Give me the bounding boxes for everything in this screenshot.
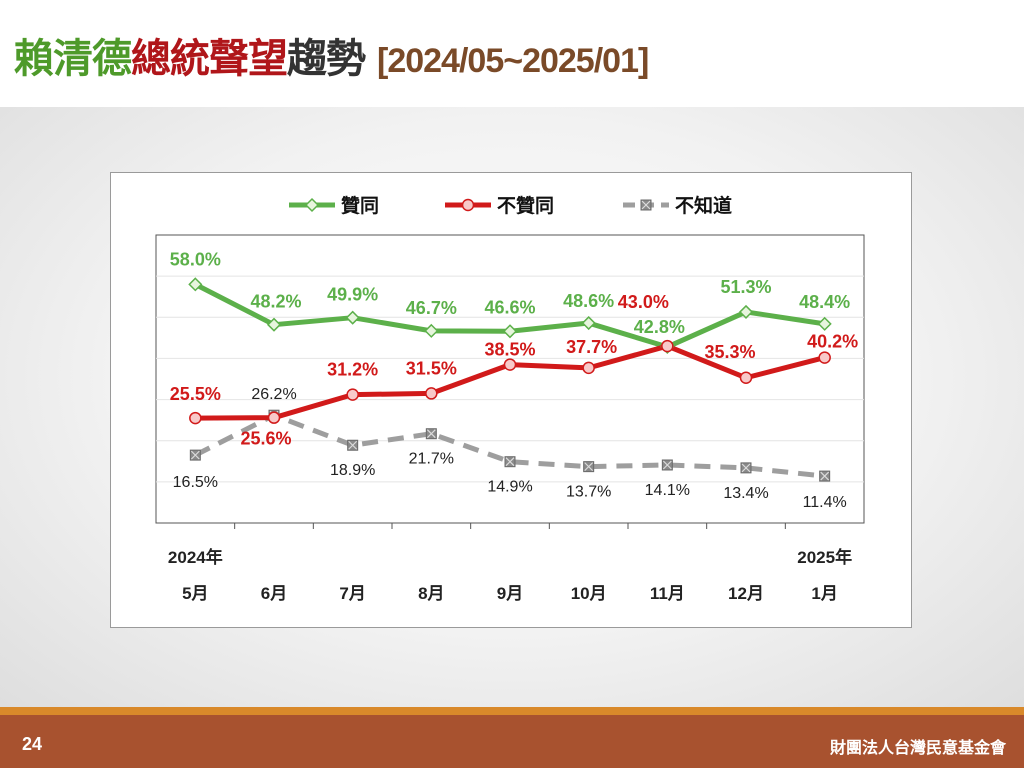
data-label: 11.4%	[803, 494, 847, 511]
title-date-range: [2024/05~2025/01]	[377, 42, 649, 80]
data-point-cross	[348, 440, 358, 450]
title-name: 賴清德	[14, 36, 132, 82]
line-chart: 5月 6月 7月 8月 9月 10月 11月 12月 1月 2024年 2025年 58.0% 48.2…	[155, 194, 865, 603]
data-point	[188, 277, 203, 292]
data-point	[425, 387, 438, 400]
data-point	[581, 315, 596, 331]
data-label: 25.6%	[240, 429, 291, 449]
data-label: 31.5%	[406, 358, 457, 378]
data-point	[661, 339, 674, 353]
data-point	[818, 351, 831, 364]
data-point	[738, 304, 754, 319]
data-label: 49.9%	[327, 285, 378, 305]
data-label: 13.4%	[723, 485, 768, 502]
page-title: 賴清德總統聲望趨勢 [2024/05~2025/01]	[14, 26, 649, 84]
data-point-cross	[426, 429, 436, 439]
data-point	[503, 358, 517, 371]
data-label: 42.8%	[634, 317, 685, 337]
title-topic: 總統聲望	[131, 36, 288, 82]
data-point-cross	[584, 462, 594, 472]
data-label: 13.7%	[566, 484, 611, 501]
data-point-cross	[190, 450, 200, 460]
title-trend: 趨勢	[287, 36, 366, 82]
page-number: 24	[22, 734, 43, 754]
x-tick-label: 7月	[339, 584, 365, 603]
legend-label: 不知道	[675, 194, 732, 217]
data-label: 14.9%	[487, 479, 532, 496]
data-label: 46.6%	[484, 297, 535, 317]
data-point	[461, 198, 475, 212]
data-point-cross	[741, 463, 751, 473]
organization-name: 財團法人台灣民意基金會	[829, 738, 1006, 757]
chart-panel: 5月 6月 7月 8月 9月 10月 11月 12月 1月 2024年 2025年 58.0% 48.2…	[110, 172, 912, 628]
data-label: 58.0%	[170, 249, 221, 269]
data-point	[345, 310, 360, 325]
plot-area-frame	[155, 234, 865, 524]
data-label: 37.7%	[566, 337, 617, 357]
data-point	[266, 317, 282, 332]
data-point	[739, 371, 753, 385]
data-point	[304, 197, 320, 213]
footer-bar	[0, 707, 1024, 768]
data-label: 26.2%	[251, 386, 296, 403]
data-point	[346, 388, 359, 401]
data-point	[502, 324, 518, 339]
legend-label: 不贊同	[497, 195, 554, 217]
title-bar: 賴清德總統聲望趨勢 [2024/05~2025/01]	[0, 0, 1024, 107]
data-point-cross	[820, 471, 830, 481]
data-label: 25.5%	[170, 384, 221, 404]
data-point	[424, 323, 439, 338]
data-label: 43.0%	[618, 292, 669, 312]
data-label: 51.3%	[720, 277, 771, 297]
data-label: 46.7%	[406, 298, 457, 318]
data-label: 48.6%	[563, 291, 614, 311]
data-label: 14.1%	[645, 482, 690, 499]
data-label: 48.4%	[799, 292, 850, 312]
data-label: 18.9%	[330, 462, 375, 479]
year-label-start: 2024年	[168, 547, 223, 567]
x-tick-label: 1月	[811, 584, 837, 603]
data-label: 31.2%	[327, 360, 378, 380]
x-tick-label: 6月	[261, 584, 287, 603]
year-label-end: 2025年	[797, 547, 852, 567]
x-tick-label: 12月	[728, 584, 764, 603]
x-tick-label: 9月	[497, 584, 523, 603]
data-label: 38.5%	[484, 340, 535, 360]
data-point-cross	[662, 460, 672, 470]
x-tick-label: 11月	[650, 584, 685, 603]
data-label: 40.2%	[807, 332, 858, 352]
series-line	[194, 412, 825, 479]
x-tick-label: 8月	[418, 584, 444, 603]
data-point	[582, 361, 595, 375]
x-tick-label: 5月	[182, 584, 208, 603]
data-point-cross	[641, 200, 651, 210]
footer-accent-line	[0, 707, 1024, 715]
data-label: 48.2%	[250, 292, 301, 312]
data-point	[817, 316, 832, 331]
x-tick-label: 10月	[571, 584, 607, 603]
data-point	[267, 411, 281, 424]
data-label: 21.7%	[409, 451, 454, 468]
data-point-cross	[505, 457, 515, 467]
data-label: 35.3%	[704, 342, 755, 362]
data-label: 16.5%	[173, 474, 218, 491]
data-point	[189, 411, 202, 425]
legend-label: 贊同	[341, 195, 379, 217]
